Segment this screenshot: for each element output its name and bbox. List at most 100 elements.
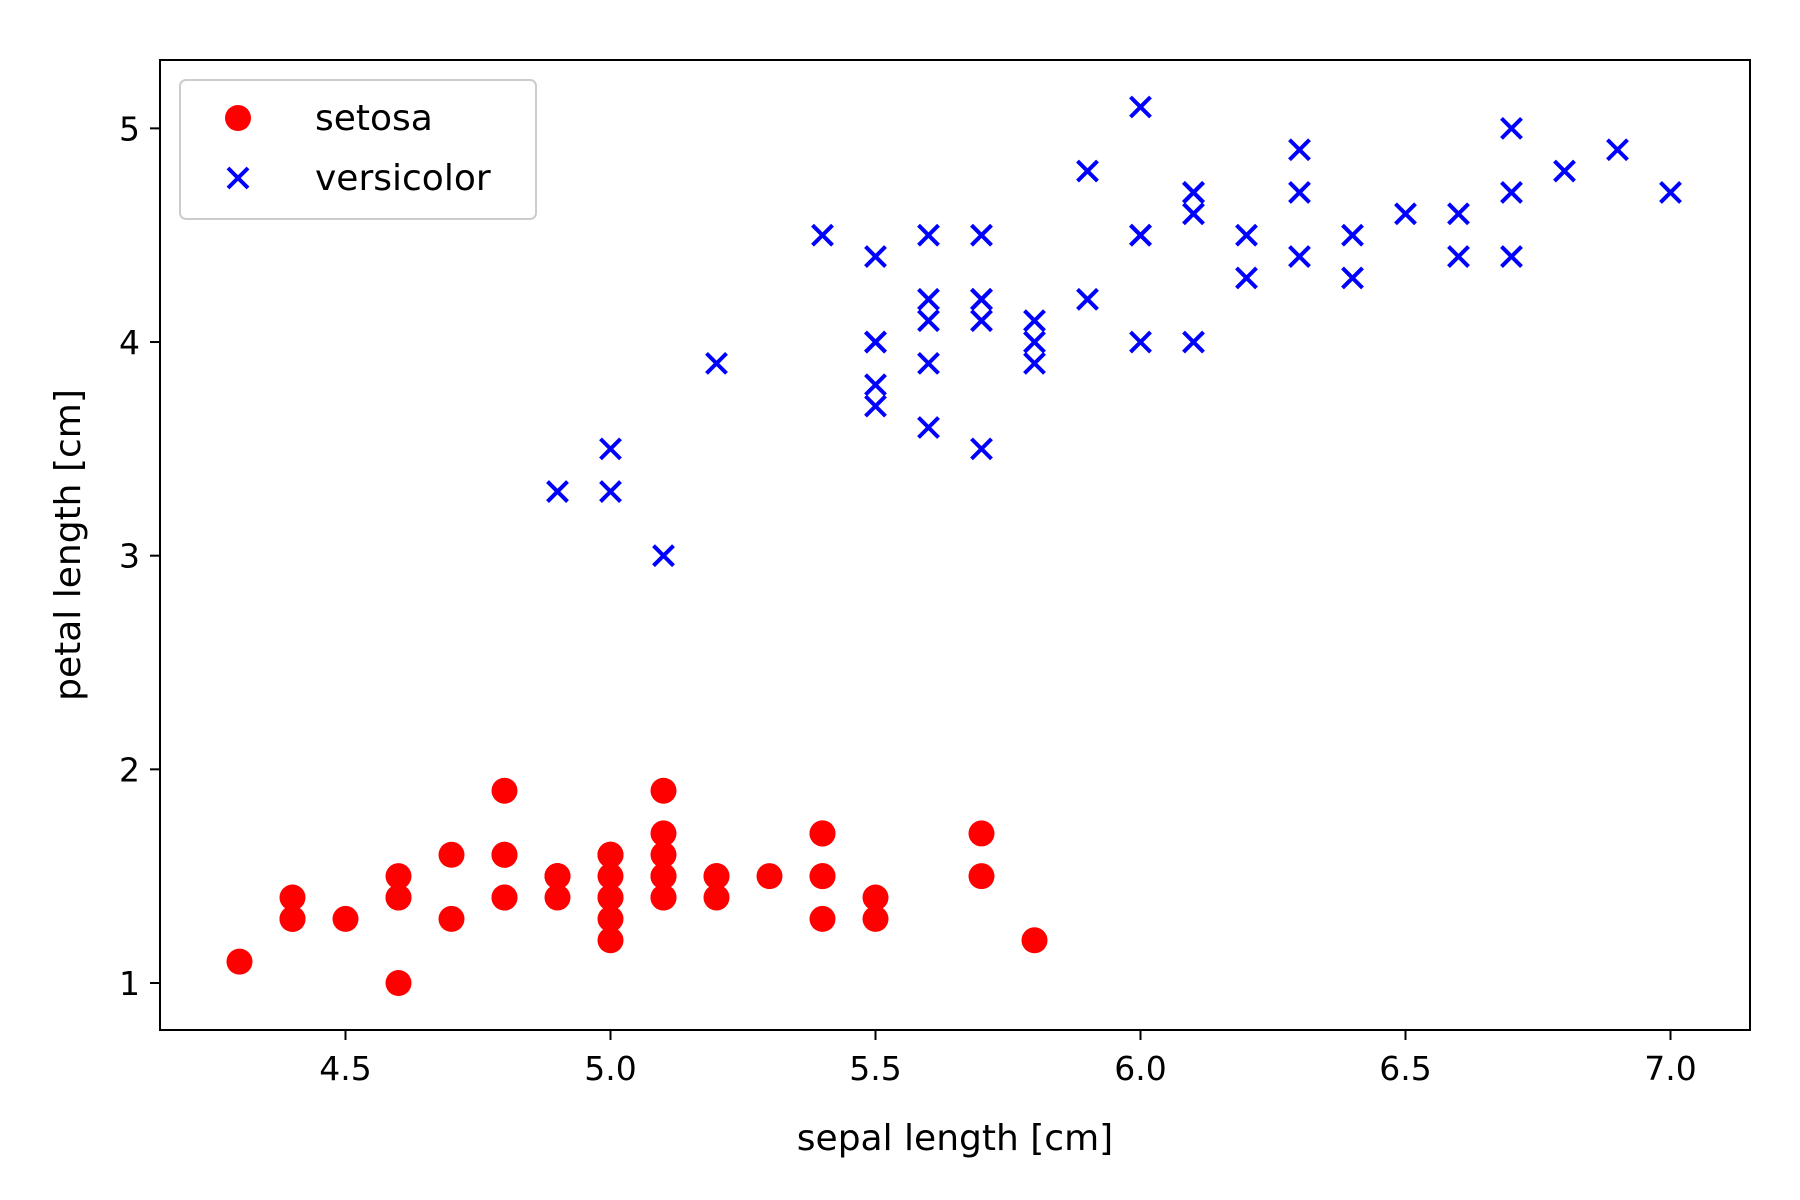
data-point-setosa (438, 905, 465, 932)
y-axis-ticks: 1 2 3 4 5 (119, 109, 160, 1003)
data-point-versicolor (1023, 330, 1046, 354)
data-point-versicolor (599, 480, 622, 504)
x-tick-label: 5.5 (849, 1049, 901, 1088)
data-point-setosa (597, 863, 624, 890)
data-point-versicolor (1129, 330, 1152, 354)
data-point-setosa (332, 905, 359, 932)
data-point-versicolor (1288, 181, 1311, 204)
x-tick-label: 5.0 (584, 1049, 636, 1088)
data-point-versicolor (1288, 138, 1311, 162)
data-point-setosa (756, 863, 783, 890)
data-point-setosa (968, 863, 995, 890)
y-tick-label: 1 (119, 964, 140, 1003)
data-point-versicolor (864, 330, 887, 354)
data-point-setosa (650, 863, 677, 890)
data-point-setosa (862, 884, 889, 911)
data-point-setosa (279, 905, 306, 932)
data-point-setosa (491, 884, 518, 911)
data-point-setosa (650, 841, 677, 868)
y-tick-label: 2 (119, 750, 140, 789)
data-point-setosa (226, 948, 253, 975)
data-point-versicolor (1129, 95, 1152, 119)
data-point-setosa (650, 820, 677, 847)
data-point-versicolor (1076, 287, 1099, 311)
x-axis-label: sepal length [cm] (797, 1118, 1113, 1159)
data-point-versicolor (811, 223, 834, 247)
data-point-versicolor (1606, 138, 1629, 162)
data-point-versicolor (1023, 351, 1046, 375)
data-point-setosa (544, 884, 571, 911)
data-point-setosa (650, 777, 677, 804)
y-tick-label: 5 (119, 109, 140, 148)
data-point-setosa (597, 841, 624, 868)
y-tick-label: 4 (119, 323, 140, 362)
x-tick-label: 6.0 (1114, 1049, 1166, 1088)
data-point-versicolor (917, 416, 940, 439)
data-point-setosa (809, 863, 836, 890)
legend: setosa versicolor (179, 79, 537, 220)
data-point-versicolor (1023, 309, 1046, 333)
data-point-versicolor (917, 223, 940, 247)
data-point-versicolor (970, 309, 993, 333)
data-points (226, 95, 1682, 996)
data-point-versicolor (546, 480, 569, 504)
data-point-setosa (491, 841, 518, 868)
data-point-versicolor (917, 287, 940, 311)
series-setosa (226, 777, 1048, 996)
data-point-setosa (544, 863, 571, 890)
data-point-versicolor (1500, 245, 1523, 268)
data-point-versicolor (864, 245, 887, 268)
legend-marker-versicolor (226, 166, 250, 190)
data-point-setosa (1021, 927, 1048, 954)
data-point-setosa (862, 905, 889, 932)
data-point-setosa (385, 884, 412, 911)
data-point-versicolor (1182, 202, 1205, 226)
data-point-versicolor (1447, 245, 1470, 268)
legend-label-versicolor: versicolor (315, 158, 491, 199)
y-axis-label: petal length [cm] (48, 389, 89, 701)
series-versicolor (546, 95, 1682, 568)
data-point-setosa (703, 863, 730, 890)
data-point-versicolor (1500, 116, 1523, 140)
data-point-versicolor (1500, 181, 1523, 204)
data-point-setosa (809, 820, 836, 847)
data-point-setosa (809, 905, 836, 932)
legend-marker-setosa (225, 105, 251, 131)
data-point-setosa (597, 927, 624, 954)
data-point-versicolor (970, 437, 993, 461)
data-point-versicolor (864, 394, 887, 418)
y-tick-label: 3 (119, 537, 140, 576)
data-point-versicolor (1076, 159, 1099, 183)
data-point-versicolor (917, 351, 940, 375)
data-point-setosa (597, 905, 624, 932)
data-point-setosa (703, 884, 730, 911)
data-point-versicolor (864, 373, 887, 397)
data-point-setosa (385, 863, 412, 890)
legend-box (179, 79, 537, 220)
data-point-versicolor (1288, 245, 1311, 268)
legend-label-setosa: setosa (315, 98, 433, 139)
data-point-versicolor (1394, 202, 1417, 226)
data-point-setosa (597, 884, 624, 911)
x-axis-ticks: 4.5 5.0 5.5 6.0 6.5 7.0 (319, 1030, 1697, 1088)
data-point-setosa (438, 841, 465, 868)
x-tick-label: 7.0 (1644, 1049, 1696, 1088)
data-point-versicolor (970, 223, 993, 247)
data-point-versicolor (1341, 266, 1364, 290)
data-point-versicolor (1447, 202, 1470, 226)
data-point-versicolor (1659, 181, 1682, 204)
data-point-versicolor (652, 544, 675, 568)
data-point-versicolor (1341, 223, 1364, 247)
x-tick-label: 4.5 (319, 1049, 371, 1088)
data-point-setosa (279, 884, 306, 911)
data-point-versicolor (1235, 223, 1258, 247)
data-point-setosa (650, 884, 677, 911)
data-point-versicolor (1129, 223, 1152, 247)
data-point-versicolor (705, 351, 728, 375)
x-tick-label: 6.5 (1379, 1049, 1431, 1088)
data-point-setosa (968, 820, 995, 847)
plot-frame (159, 59, 1751, 1031)
data-point-versicolor (970, 287, 993, 311)
data-point-setosa (491, 777, 518, 804)
